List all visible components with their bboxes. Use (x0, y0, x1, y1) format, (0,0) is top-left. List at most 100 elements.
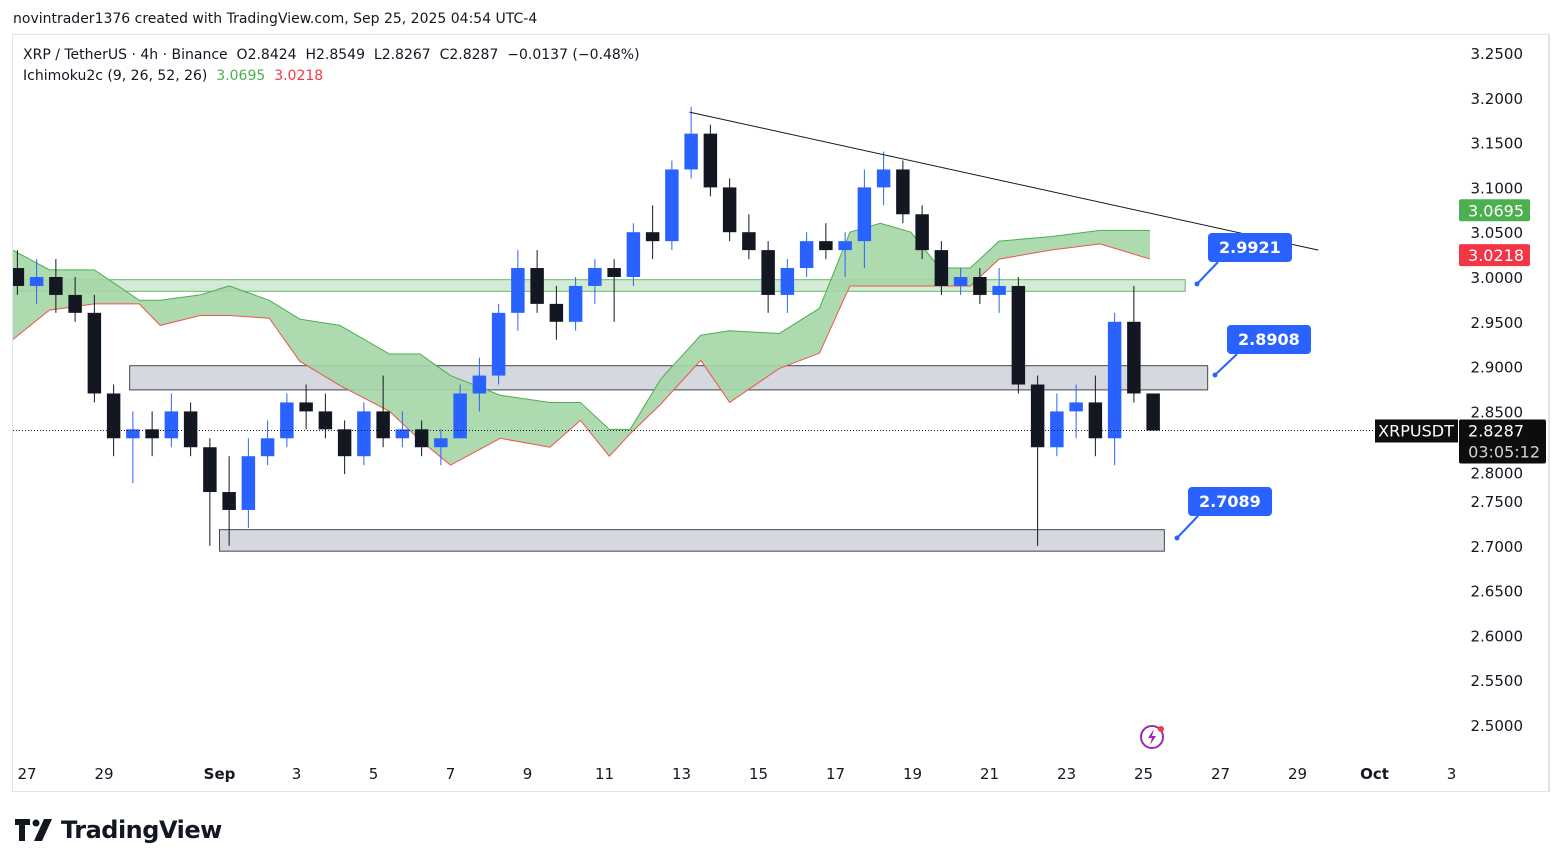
callout-label[interactable]: 2.8908 (1227, 325, 1311, 354)
candle-body[interactable] (838, 241, 852, 251)
candle-body[interactable] (973, 277, 987, 295)
x-tick-label: 29 (94, 765, 113, 783)
candle-body[interactable] (780, 268, 795, 295)
candle-body[interactable] (222, 492, 236, 510)
candle-body[interactable] (588, 268, 602, 286)
bar-countdown-text: 03:05:12 (1468, 442, 1540, 461)
y-tick-label: 2.7500 (1471, 493, 1524, 511)
candle-body[interactable] (1088, 402, 1103, 439)
candle-body[interactable] (106, 393, 121, 439)
candle-body[interactable] (68, 294, 82, 313)
candle-body[interactable] (684, 133, 698, 170)
tradingview-logo[interactable]: TradingView (15, 816, 222, 844)
candle-body[interactable] (260, 438, 275, 457)
candle-body[interactable] (472, 375, 487, 394)
candle-body[interactable] (1146, 393, 1160, 431)
x-tick-label: 21 (980, 765, 999, 783)
plot-area (11, 106, 1319, 552)
candle-body[interactable] (183, 411, 198, 448)
candle-body[interactable] (992, 285, 1006, 295)
candle-body[interactable] (819, 241, 833, 251)
x-tick-label: 15 (749, 765, 768, 783)
candle-body[interactable] (126, 429, 140, 439)
candle-body[interactable] (1011, 285, 1026, 385)
span-b-price-badge-text: 3.0218 (1468, 246, 1524, 265)
candle-body[interactable] (1107, 321, 1122, 439)
candle-body[interactable] (203, 447, 217, 493)
candle-body[interactable] (530, 268, 544, 304)
candle-body[interactable] (376, 411, 390, 439)
candle-body[interactable] (453, 393, 467, 439)
candle-body[interactable] (11, 268, 25, 286)
candle-body[interactable] (665, 169, 679, 242)
notification-dot-icon (1158, 726, 1164, 732)
candle-body[interactable] (511, 268, 525, 313)
candle-body[interactable] (434, 438, 448, 448)
trendline[interactable] (689, 111, 1319, 251)
span-a-price-badge-text: 3.0695 (1468, 201, 1524, 220)
candle-body[interactable] (915, 214, 929, 251)
candle-body[interactable] (49, 277, 63, 295)
candle-body[interactable] (799, 241, 814, 269)
candle-body[interactable] (1127, 321, 1141, 394)
candle-body[interactable] (645, 232, 660, 242)
candle-body[interactable] (953, 277, 968, 286)
candle-body[interactable] (164, 411, 179, 439)
candle-body[interactable] (857, 187, 872, 242)
x-tick-label: 27 (1211, 765, 1230, 783)
candle-body[interactable] (280, 402, 294, 439)
candle-body[interactable] (742, 232, 756, 251)
candle-body[interactable] (1069, 402, 1083, 412)
candle-body[interactable] (337, 429, 352, 457)
ohlc-low: L2.8267 (373, 47, 431, 63)
span-a-price-badge (1459, 199, 1530, 222)
candle-body[interactable] (703, 133, 718, 188)
candle-body[interactable] (1050, 411, 1064, 448)
candle-body[interactable] (357, 411, 371, 457)
indicator-value-span-a: 3.0695 (216, 68, 266, 84)
y-tick-label: 2.9000 (1471, 359, 1524, 377)
candle-body[interactable] (607, 268, 621, 277)
indicator-name[interactable]: Ichimoku2c (9, 26, 52, 26) (23, 68, 208, 84)
candle-body[interactable] (761, 250, 775, 295)
candle-body[interactable] (145, 429, 159, 439)
y-tick-label: 2.9500 (1471, 314, 1524, 332)
candle-body[interactable] (395, 429, 410, 439)
y-tick-label: 2.5500 (1471, 672, 1524, 690)
callout-label[interactable]: 2.9921 (1208, 233, 1292, 262)
candle-body[interactable] (414, 429, 429, 448)
x-tick-label: 29 (1288, 765, 1307, 783)
lightning-icon[interactable] (1140, 725, 1164, 749)
candle-body[interactable] (87, 312, 102, 394)
chart-credit: novintrader1376 created with TradingView… (13, 11, 538, 27)
candle-body[interactable] (934, 250, 949, 286)
y-tick-label: 3.2500 (1471, 45, 1524, 63)
candle-body[interactable] (29, 277, 44, 286)
x-tick-label: 19 (903, 765, 922, 783)
candle-body[interactable] (318, 411, 333, 430)
callout-label[interactable]: 2.7089 (1188, 487, 1272, 516)
brand-name: TradingView (61, 816, 222, 844)
candle-body[interactable] (896, 169, 910, 215)
y-tick-label: 2.8000 (1471, 464, 1524, 482)
symbol-title[interactable]: XRP / TetherUS · 4h · Binance (23, 47, 228, 63)
x-tick-label: 5 (369, 765, 379, 783)
candle-body[interactable] (722, 187, 737, 233)
x-tick-label: 3 (1447, 765, 1457, 783)
candle-body[interactable] (568, 285, 583, 322)
candle-body[interactable] (299, 402, 313, 412)
candle-body[interactable] (626, 232, 641, 277)
candle-body[interactable] (241, 456, 256, 510)
y-tick-label: 2.6000 (1471, 627, 1524, 645)
symbol-tag-badge (1375, 419, 1458, 443)
candle-body[interactable] (549, 303, 564, 322)
x-tick-label: 7 (446, 765, 456, 783)
ohlc-close: C2.8287 (439, 47, 499, 63)
candle-body[interactable] (491, 312, 506, 376)
candle-body[interactable] (876, 169, 891, 188)
zone-grey[interactable] (219, 529, 1165, 552)
candle-body[interactable] (1030, 384, 1045, 448)
callout-pointer (1196, 261, 1219, 285)
x-tick-label: 17 (826, 765, 845, 783)
